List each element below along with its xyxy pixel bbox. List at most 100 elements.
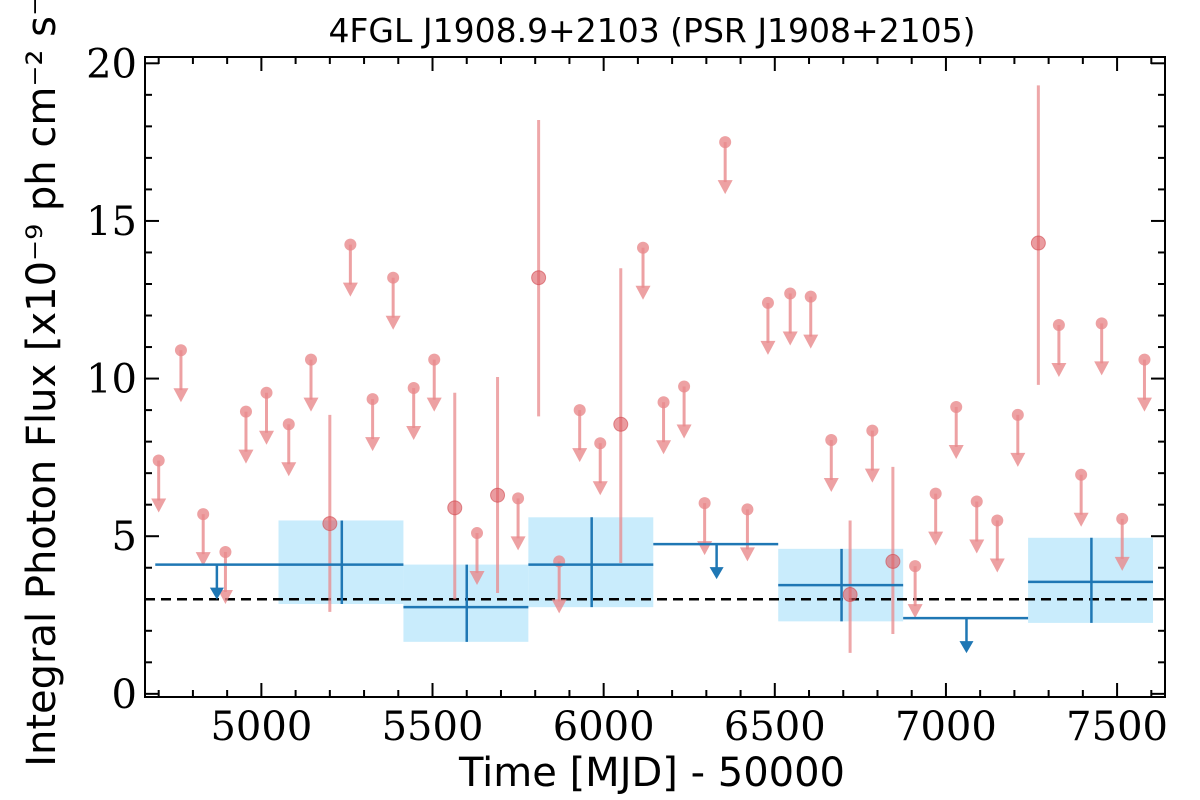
short-upper-limit-point-0 (152, 454, 165, 467)
plot-frame (144, 56, 1166, 698)
short-upper-limit-arrow-12 (426, 397, 442, 412)
x-tick-label-2: 6000 (553, 704, 655, 750)
short-upper-limit-arrow-24 (760, 340, 776, 355)
short-upper-limit-point-25 (784, 287, 797, 300)
short-detection-point-3 (531, 270, 547, 286)
short-upper-limit-arrow-18 (635, 285, 651, 300)
short-upper-limit-arrow-14 (510, 536, 526, 551)
x-tick-label-4: 7000 (895, 704, 997, 750)
plot-area (145, 85, 1165, 654)
short-upper-limit-point-35 (1052, 318, 1065, 331)
short-upper-limit-arrow-4 (238, 449, 254, 464)
y-tick-label-4: 20 (86, 41, 137, 87)
short-upper-limit-point-22 (719, 136, 732, 149)
short-upper-limit-point-33 (991, 514, 1004, 527)
short-upper-limit-arrow-11 (406, 426, 422, 441)
short-upper-limit-point-18 (637, 241, 650, 254)
short-upper-limit-point-19 (657, 396, 670, 409)
y-tick-label-2: 10 (86, 357, 137, 403)
short-detection-point-4 (613, 416, 629, 432)
short-upper-limit-arrow-38 (1114, 556, 1130, 571)
short-upper-limit-arrow-6 (281, 462, 297, 477)
short-upper-limit-point-23 (741, 503, 754, 516)
short-detection-point-7 (1030, 235, 1046, 251)
short-upper-limit-arrow-34 (1010, 452, 1026, 467)
short-upper-limit-point-16 (573, 404, 586, 417)
x-tick-label-0: 5000 (210, 704, 312, 750)
short-upper-limit-point-32 (970, 495, 983, 508)
short-upper-limit-point-38 (1116, 512, 1129, 525)
short-upper-limit-point-28 (866, 424, 879, 437)
short-detection-point-5 (842, 587, 858, 603)
short-upper-limit-arrow-9 (365, 437, 381, 452)
x-tick-label-3: 6500 (724, 704, 826, 750)
short-upper-limit-arrow-29 (907, 604, 923, 619)
short-detection-point-2 (490, 487, 506, 503)
short-upper-limit-arrow-15 (551, 599, 567, 614)
y-tick-label-1: 5 (112, 514, 137, 560)
short-upper-limit-arrow-5 (259, 430, 275, 445)
x-tick-label-5: 7500 (1066, 704, 1168, 750)
short-upper-limit-arrow-39 (1136, 397, 1152, 412)
short-upper-limit-arrow-2 (195, 552, 211, 567)
short-upper-limit-arrow-30 (928, 531, 944, 546)
short-upper-limit-arrow-19 (656, 440, 672, 455)
plot-content (145, 85, 1165, 654)
short-upper-limit-arrow-36 (1073, 512, 1089, 527)
short-upper-limit-arrow-7 (303, 397, 319, 412)
short-upper-limit-arrow-33 (989, 558, 1005, 573)
short-upper-limit-point-31 (950, 400, 963, 413)
short-upper-limit-point-7 (305, 353, 318, 366)
short-upper-limit-arrow-28 (864, 468, 880, 483)
short-upper-limit-arrow-1 (173, 388, 189, 403)
short-upper-limit-arrow-22 (717, 180, 733, 195)
short-upper-limit-point-8 (344, 238, 357, 251)
long-upper-limit-arrow-2 (959, 641, 974, 654)
short-upper-limit-point-34 (1011, 408, 1024, 421)
y-axis-label: Integral Photon Flux [x10⁻⁹ ph cm⁻² s⁻¹] (19, 0, 65, 767)
short-upper-limit-point-20 (678, 380, 691, 393)
short-upper-limit-point-39 (1138, 353, 1151, 366)
short-upper-limit-point-2 (197, 508, 210, 521)
short-detection-point-6 (885, 553, 901, 569)
short-upper-limit-arrow-31 (948, 444, 964, 459)
short-upper-limit-arrow-20 (676, 424, 692, 439)
short-upper-limit-point-29 (909, 560, 922, 573)
short-upper-limit-arrow-13 (469, 571, 485, 586)
long-upper-limit-arrow-1 (709, 567, 724, 580)
chart-title: 4FGL J1908.9+2103 (PSR J1908+2105) (328, 11, 975, 50)
short-upper-limit-arrow-0 (151, 498, 167, 513)
short-detection-point-0 (322, 516, 338, 532)
short-upper-limit-arrow-17 (592, 481, 608, 496)
short-upper-limit-point-37 (1095, 317, 1108, 330)
short-upper-limit-arrow-37 (1094, 361, 1110, 376)
short-upper-limit-arrow-25 (782, 331, 798, 346)
short-upper-limit-point-1 (174, 344, 187, 357)
short-upper-limit-point-10 (387, 271, 400, 284)
short-upper-limit-point-21 (698, 497, 711, 510)
short-upper-limit-arrow-27 (823, 478, 839, 493)
short-upper-limit-arrow-10 (385, 315, 401, 330)
short-upper-limit-point-6 (282, 418, 295, 431)
short-upper-limit-point-30 (929, 487, 942, 500)
short-upper-limit-arrow-23 (739, 547, 755, 562)
x-axis-label: Time [MJD] - 50000 (458, 750, 845, 796)
short-upper-limit-point-3 (219, 545, 232, 558)
short-upper-limit-point-36 (1075, 468, 1088, 481)
short-upper-limit-point-24 (761, 296, 774, 309)
axes: 5000 5500 6000 6500 7000 7500 0 5 10 15 20 (86, 41, 1168, 750)
short-upper-limit-point-26 (804, 290, 817, 303)
short-upper-limit-arrow-32 (969, 539, 985, 554)
short-upper-limit-point-13 (471, 527, 484, 540)
short-upper-limit-arrow-16 (572, 448, 588, 463)
short-detection-point-1 (447, 500, 463, 516)
y-tick-label-3: 15 (86, 199, 137, 245)
short-upper-limit-arrow-26 (803, 334, 819, 349)
short-upper-limit-point-4 (239, 405, 252, 418)
short-upper-limit-point-5 (260, 386, 273, 399)
y-tick-label-0: 0 (112, 672, 137, 718)
short-upper-limit-point-11 (407, 382, 420, 395)
x-tick-label-1: 5500 (382, 704, 484, 750)
long-upper-limit-arrow-0 (209, 587, 224, 600)
